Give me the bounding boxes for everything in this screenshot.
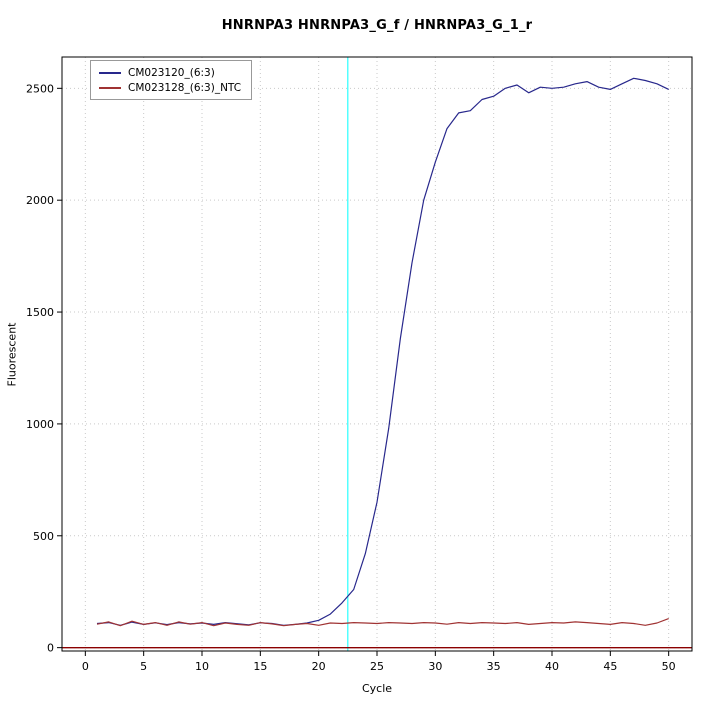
x-tick-label: 0: [82, 660, 89, 673]
x-tick-label: 15: [253, 660, 267, 673]
y-tick-label: 1000: [26, 418, 54, 431]
x-tick-label: 20: [312, 660, 326, 673]
y-axis-label: Fluorescent: [5, 322, 19, 387]
x-tick-label: 30: [428, 660, 442, 673]
x-tick-label: 45: [603, 660, 617, 673]
legend-label-ntc: CM023128_(6:3)_NTC: [128, 81, 242, 94]
y-tick-label: 500: [33, 530, 54, 543]
y-tick-label: 2000: [26, 194, 54, 207]
y-tick-label: 1500: [26, 306, 54, 319]
x-axis-label: Cycle: [361, 682, 393, 695]
x-tick-label: 5: [140, 660, 147, 673]
y-tick-label: 0: [47, 642, 54, 655]
legend-line-swatch-sample: [99, 71, 121, 74]
legend: CM023120_(6:3) CM023128_(6:3)_NTC: [90, 60, 253, 100]
x-tick-label: 10: [195, 660, 209, 673]
x-tick-label: 40: [545, 660, 559, 673]
x-tick-label: 50: [662, 660, 676, 673]
series-line-sample: [96, 77, 669, 626]
legend-line-swatch-ntc: [99, 86, 121, 89]
series-line-ntc: [96, 618, 669, 627]
legend-item: CM023128_(6:3)_NTC: [99, 80, 241, 95]
legend-item: CM023120_(6:3): [99, 65, 241, 80]
x-tick-label: 25: [370, 660, 384, 673]
y-tick-label: 2500: [26, 82, 54, 95]
chart-title: HNRNPA3 HNRNPA3_G_f / HNRNPA3_G_1_r: [221, 18, 533, 33]
x-tick-label: 35: [487, 660, 501, 673]
legend-label-sample: CM023120_(6:3): [128, 66, 215, 79]
